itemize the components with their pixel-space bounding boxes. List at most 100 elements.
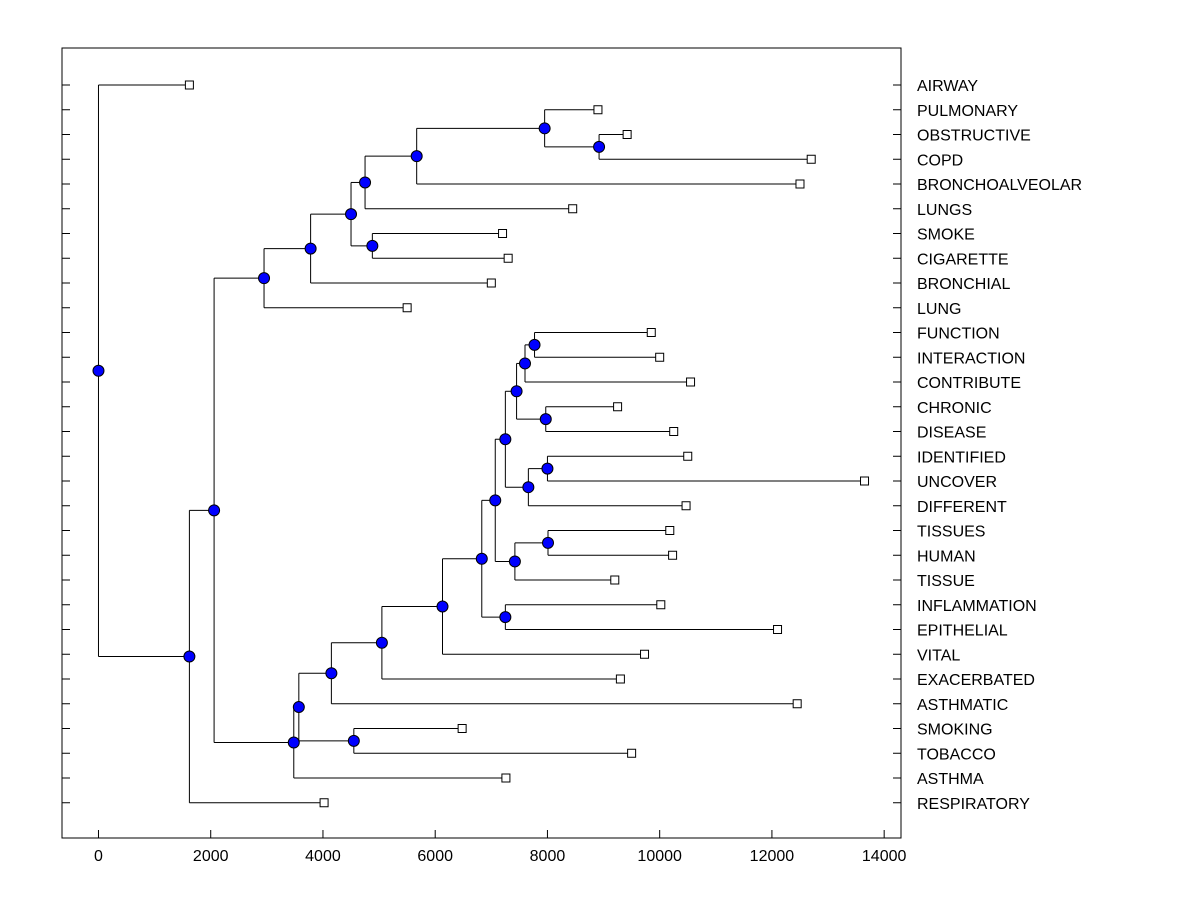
leaf-label: SMOKING <box>917 722 993 739</box>
leaf-marker <box>773 625 783 634</box>
leaf-marker <box>402 303 412 313</box>
leaf-label: EPITHELIAL <box>917 623 1008 640</box>
merge-node <box>325 667 338 680</box>
merge-node <box>499 433 512 446</box>
leaf-marker <box>665 526 675 535</box>
leaf-marker <box>613 402 623 412</box>
x-tick-label: 10000 <box>637 848 682 865</box>
leaf-label: TOBACCO <box>917 746 996 763</box>
dendrogram-links <box>97 84 865 804</box>
leaf-marker <box>501 773 511 783</box>
leaf-label: TISSUE <box>917 573 975 590</box>
leaf-marker <box>646 328 656 337</box>
leaf-marker <box>622 130 632 139</box>
merge-node <box>593 140 606 153</box>
leaf-label: ASTHMA <box>917 771 984 788</box>
leaf-label: RESPIRATORY <box>917 796 1030 813</box>
leaf-marker <box>669 427 679 436</box>
leaf-marker <box>656 600 666 610</box>
merge-node <box>522 481 535 494</box>
plot-frame <box>61 47 902 839</box>
leaf-label: AIRWAY <box>917 78 978 95</box>
merge-node <box>510 385 523 398</box>
merge-node <box>347 734 360 747</box>
leaf-label: FUNCTION <box>917 326 1000 343</box>
merge-node <box>92 364 105 377</box>
leaf-label: EXACERBATED <box>917 672 1035 689</box>
merge-node <box>304 242 317 255</box>
leaf-marker <box>615 674 625 684</box>
merge-node <box>208 504 221 517</box>
merge-node <box>292 701 305 714</box>
x-tick-label: 6000 <box>417 848 453 865</box>
merge-node <box>258 272 271 285</box>
leaf-marker <box>503 253 513 263</box>
leaf-marker <box>668 550 678 560</box>
leaf-label: PULMONARY <box>917 103 1018 120</box>
leaf-marker <box>795 179 805 189</box>
merge-node <box>499 611 512 624</box>
merge-node <box>542 536 555 549</box>
leaf-label: TISSUES <box>917 524 985 541</box>
node-markers <box>92 122 606 749</box>
merge-node <box>375 636 388 649</box>
merge-node <box>489 494 502 507</box>
leaf-marker <box>593 105 603 115</box>
leaf-marker <box>498 229 508 238</box>
leaf-label: DIFFERENT <box>917 499 1007 516</box>
x-axis: 0 2000 4000 6000 8000 10000 12000 14000 <box>94 830 907 865</box>
leaf-label: INTERACTION <box>917 350 1025 367</box>
x-tick-label: 14000 <box>862 848 907 865</box>
merge-node <box>518 357 531 370</box>
x-tick-label: 4000 <box>305 848 341 865</box>
leaf-label: ASTHMATIC <box>917 697 1008 714</box>
leaf-marker <box>457 724 467 733</box>
merge-node <box>538 122 551 135</box>
leaf-label: INFLAMMATION <box>917 598 1037 615</box>
leaf-marker <box>686 377 696 387</box>
leaf-label: CIGARETTE <box>917 251 1009 268</box>
merge-node <box>528 338 541 351</box>
leaf-marker <box>640 649 650 659</box>
leaf-marker <box>184 80 194 90</box>
leaf-labels: AIRWAY PULMONARY OBSTRUCTIVE COPD BRONCHOALV… <box>917 78 1082 813</box>
leaf-markers <box>184 80 870 808</box>
leaf-label: BRONCHOALVEOLAR <box>917 177 1082 194</box>
leaf-marker <box>806 154 816 164</box>
leaf-marker <box>486 278 496 288</box>
leaf-marker <box>860 476 870 486</box>
leaf-label: UNCOVER <box>917 474 997 491</box>
x-tick-label: 12000 <box>750 848 795 865</box>
leaf-marker <box>627 748 637 758</box>
leaf-marker <box>683 451 693 461</box>
leaf-marker <box>568 204 578 214</box>
merge-node <box>508 555 521 568</box>
merge-node <box>366 239 379 252</box>
leaf-label: VITAL <box>917 647 960 664</box>
merge-node <box>410 150 423 163</box>
leaf-label: IDENTIFIED <box>917 449 1006 466</box>
row-ticks <box>62 84 901 804</box>
leaf-marker <box>319 798 329 808</box>
leaf-label: BRONCHIAL <box>917 276 1010 293</box>
leaf-marker <box>610 575 620 585</box>
leaf-label: DISEASE <box>917 425 986 442</box>
x-tick-label: 8000 <box>530 848 566 865</box>
merge-node <box>183 650 196 663</box>
leaf-label: SMOKE <box>917 227 975 244</box>
merge-node <box>539 413 552 426</box>
leaf-label: HUMAN <box>917 548 976 565</box>
leaf-label: CONTRIBUTE <box>917 375 1021 392</box>
merge-node <box>359 176 372 189</box>
merge-node <box>541 462 554 475</box>
leaf-marker <box>655 352 665 362</box>
x-tick-label: 0 <box>94 848 103 865</box>
leaf-label: OBSTRUCTIVE <box>917 128 1031 145</box>
merge-node <box>436 600 449 613</box>
merge-node <box>287 736 300 749</box>
leaf-label: LUNGS <box>917 202 972 219</box>
leaf-label: CHRONIC <box>917 400 992 417</box>
leaf-label: COPD <box>917 152 963 169</box>
merge-node <box>475 552 488 565</box>
